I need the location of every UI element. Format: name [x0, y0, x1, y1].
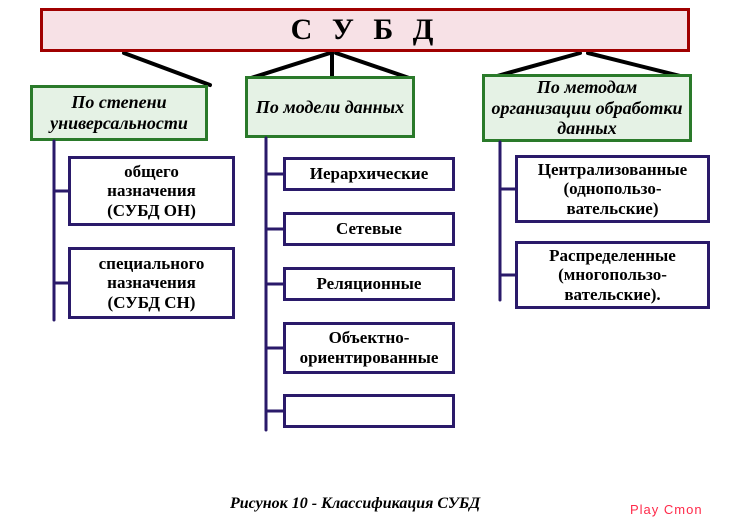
caption-text: Рисунок 10 - Классификация СУБД — [230, 495, 480, 512]
category-node: По модели данных — [245, 76, 415, 138]
leaf-node: специального назначения (СУБД СН) — [68, 247, 235, 319]
leaf-label: Иерархические — [310, 164, 429, 184]
category-node: По степени универсальности — [30, 85, 208, 141]
leaf-node — [283, 394, 455, 428]
leaf-label: Объектно-ориентированные — [294, 328, 444, 367]
watermark-text: Play Cmon — [630, 502, 703, 517]
category-label: По степени универсальности — [39, 92, 199, 133]
figure-caption: Рисунок 10 - Классификация СУБД — [230, 495, 480, 513]
category-label: По модели данных — [256, 97, 404, 118]
leaf-node: Сетевые — [283, 212, 455, 246]
leaf-label: Централизованные (однопользо-вательские) — [526, 160, 699, 219]
watermark-label: Play Cmon — [630, 502, 703, 517]
leaf-node: Реляционные — [283, 267, 455, 301]
leaf-label: Распределенные (многопользо-вательские). — [526, 246, 699, 305]
root-label: С У Б Д — [291, 13, 440, 48]
category-node: По методам организации обработки данных — [482, 74, 692, 142]
leaf-label: Сетевые — [336, 219, 402, 239]
leaf-label: Реляционные — [317, 274, 422, 294]
leaf-node: Распределенные (многопользо-вательские). — [515, 241, 710, 309]
leaf-node: Централизованные (однопользо-вательские) — [515, 155, 710, 223]
leaf-node: Иерархические — [283, 157, 455, 191]
leaf-label: общего назначения (СУБД ОН) — [79, 162, 224, 221]
category-label: По методам организации обработки данных — [491, 77, 683, 139]
root-node: С У Б Д — [40, 8, 690, 52]
leaf-node: общего назначения (СУБД ОН) — [68, 156, 235, 226]
leaf-label: специального назначения (СУБД СН) — [79, 254, 224, 313]
leaf-node: Объектно-ориентированные — [283, 322, 455, 374]
